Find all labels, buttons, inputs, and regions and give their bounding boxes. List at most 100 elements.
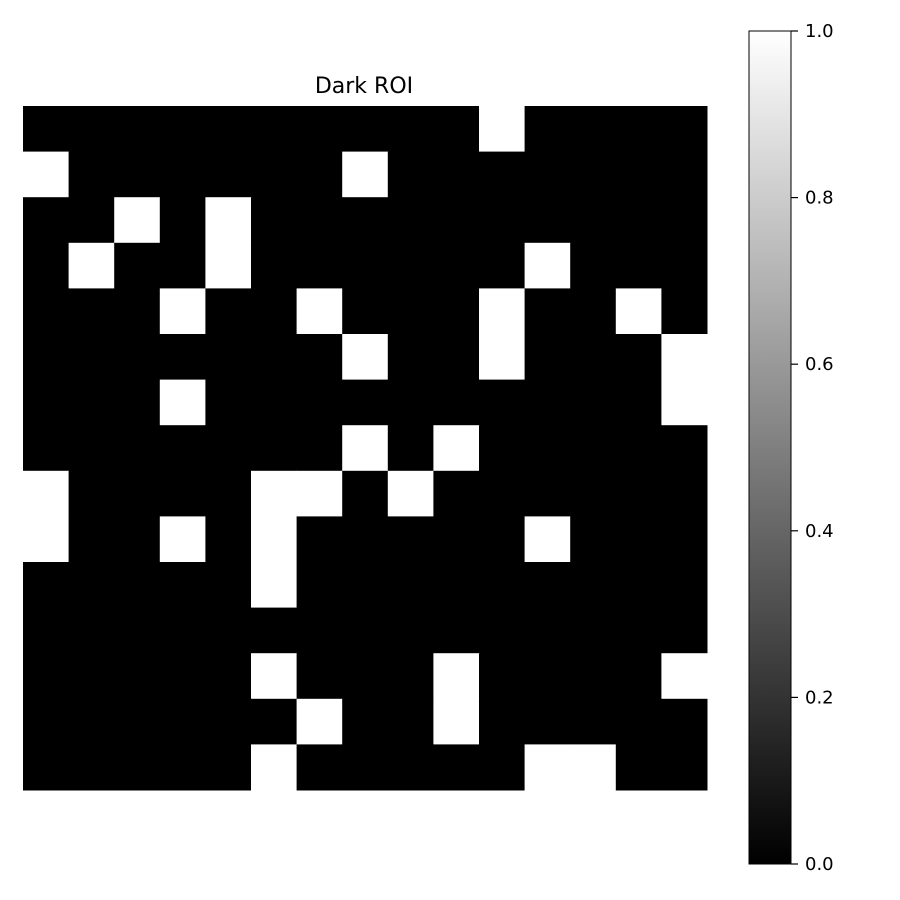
heatmap-cell-r6-c7 [342, 379, 389, 426]
heatmap-cell-r2-c13 [615, 197, 662, 244]
heatmap-cell-r0-c9 [433, 106, 480, 153]
heatmap-cell-r8-c10 [479, 470, 526, 517]
heatmap-cell-r7-c11 [524, 425, 571, 472]
heatmap-cell-r14-c3 [159, 744, 206, 791]
heatmap-cell-r10-c8 [387, 562, 434, 609]
heatmap-cell-r8-c6 [296, 470, 343, 517]
heatmap-cell-r8-c13 [615, 470, 662, 517]
heatmap-cell-r1-c13 [615, 151, 662, 198]
heatmap-cell-r10-c5 [251, 562, 298, 609]
heatmap-cell-r8-c8 [387, 470, 434, 517]
heatmap-cell-r0-c11 [524, 106, 571, 153]
colorbar-tick-label-5: 1.0 [805, 21, 834, 42]
colorbar-tick-label-1: 0.2 [805, 687, 834, 708]
heatmap-cell-r7-c10 [479, 425, 526, 472]
heatmap-cell-r14-c8 [387, 744, 434, 791]
heatmap-cell-r11-c13 [615, 607, 662, 654]
heatmap-cell-r5-c1 [68, 334, 115, 381]
heatmap-cell-r10-c0 [23, 562, 70, 609]
heatmap-cell-r11-c12 [570, 607, 617, 654]
heatmap-cell-r6-c4 [205, 379, 252, 426]
chart-title: Dark ROI [315, 74, 413, 99]
heatmap-cell-r9-c6 [296, 516, 343, 563]
heatmap-cell-r7-c12 [570, 425, 617, 472]
colorbar-ticks: 0.0 0.2 0.4 0.6 0.8 1.0 [791, 21, 834, 875]
heatmap-cell-r9-c7 [342, 516, 389, 563]
heatmap-cell-r6-c3 [159, 379, 206, 426]
heatmap-cell-r13-c8 [387, 698, 434, 745]
heatmap-cell-r14-c6 [296, 744, 343, 791]
heatmap-cell-r5-c7 [342, 334, 389, 381]
heatmap-cell-r1-c11 [524, 151, 571, 198]
heatmap-cell-r10-c3 [159, 562, 206, 609]
heatmap-cell-r4-c7 [342, 288, 389, 335]
heatmap-cell-r4-c2 [114, 288, 161, 335]
heatmap-cell-r3-c11 [524, 242, 571, 289]
heatmap-cell-r11-c3 [159, 607, 206, 654]
heatmap-cell-r3-c13 [615, 242, 662, 289]
heatmap-cell-r2-c8 [387, 197, 434, 244]
heatmap-cell-r2-c4 [205, 197, 252, 244]
heatmap-cell-r0-c14 [661, 106, 708, 153]
heatmap-cell-r11-c14 [661, 607, 708, 654]
heatmap-cell-r6-c12 [570, 379, 617, 426]
heatmap-cell-r1-c9 [433, 151, 480, 198]
heatmap-cell-r3-c10 [479, 242, 526, 289]
heatmap-cell-r13-c1 [68, 698, 115, 745]
heatmap-cell-r10-c1 [68, 562, 115, 609]
heatmap-cell-r7-c14 [661, 425, 708, 472]
heatmap-cell-r4-c6 [296, 288, 343, 335]
heatmap-cell-r6-c9 [433, 379, 480, 426]
heatmap-cell-r11-c7 [342, 607, 389, 654]
heatmap-cell-r2-c10 [479, 197, 526, 244]
heatmap-cell-r9-c11 [524, 516, 571, 563]
heatmap-cell-r3-c7 [342, 242, 389, 289]
heatmap-cell-r0-c2 [114, 106, 161, 153]
heatmap-cell-r3-c0 [23, 242, 70, 289]
heatmap-cell-r1-c6 [296, 151, 343, 198]
heatmap-cell-r12-c10 [479, 653, 526, 700]
heatmap-cell-r4-c9 [433, 288, 480, 335]
heatmap-cell-r5-c5 [251, 334, 298, 381]
heatmap-cell-r7-c9 [433, 425, 480, 472]
heatmap-cell-r1-c4 [205, 151, 252, 198]
heatmap-cell-r1-c5 [251, 151, 298, 198]
heatmap-cell-r12-c8 [387, 653, 434, 700]
heatmap-cell-r11-c4 [205, 607, 252, 654]
heatmap-cell-r13-c12 [570, 698, 617, 745]
colorbar-tick-label-2: 0.4 [805, 521, 834, 542]
heatmap-cell-r10-c12 [570, 562, 617, 609]
heatmap-cell-r9-c0 [23, 516, 70, 563]
heatmap-cell-r3-c8 [387, 242, 434, 289]
heatmap-cell-r4-c10 [479, 288, 526, 335]
heatmap-cell-r13-c14 [661, 698, 708, 745]
heatmap-cell-r2-c9 [433, 197, 480, 244]
heatmap-cell-r1-c10 [479, 151, 526, 198]
colorbar-tick-label-4: 0.8 [805, 188, 834, 209]
heatmap-cell-r8-c7 [342, 470, 389, 517]
heatmap-cell-r3-c3 [159, 242, 206, 289]
heatmap-cell-r4-c12 [570, 288, 617, 335]
heatmap-cell-r7-c4 [205, 425, 252, 472]
heatmap-cell-r12-c3 [159, 653, 206, 700]
heatmap-cell-r8-c2 [114, 470, 161, 517]
heatmap-cell-r13-c5 [251, 698, 298, 745]
heatmap-cell-r9-c5 [251, 516, 298, 563]
heatmap-cell-r3-c2 [114, 242, 161, 289]
heatmap-cell-r8-c3 [159, 470, 206, 517]
heatmap-cell-r9-c4 [205, 516, 252, 563]
heatmap-cell-r5-c14 [661, 334, 708, 381]
heatmap-cell-r14-c0 [23, 744, 70, 791]
heatmap-cell-r2-c6 [296, 197, 343, 244]
heatmap-cell-r0-c5 [251, 106, 298, 153]
heatmap-cell-r10-c10 [479, 562, 526, 609]
heatmap-cell-r12-c6 [296, 653, 343, 700]
heatmap-cell-r9-c8 [387, 516, 434, 563]
heatmap-cell-r9-c1 [68, 516, 115, 563]
heatmap-cell-r5-c2 [114, 334, 161, 381]
heatmap-cell-r7-c13 [615, 425, 662, 472]
heatmap-cell-r5-c6 [296, 334, 343, 381]
heatmap-cell-r6-c14 [661, 379, 708, 426]
heatmap-cell-r4-c5 [251, 288, 298, 335]
